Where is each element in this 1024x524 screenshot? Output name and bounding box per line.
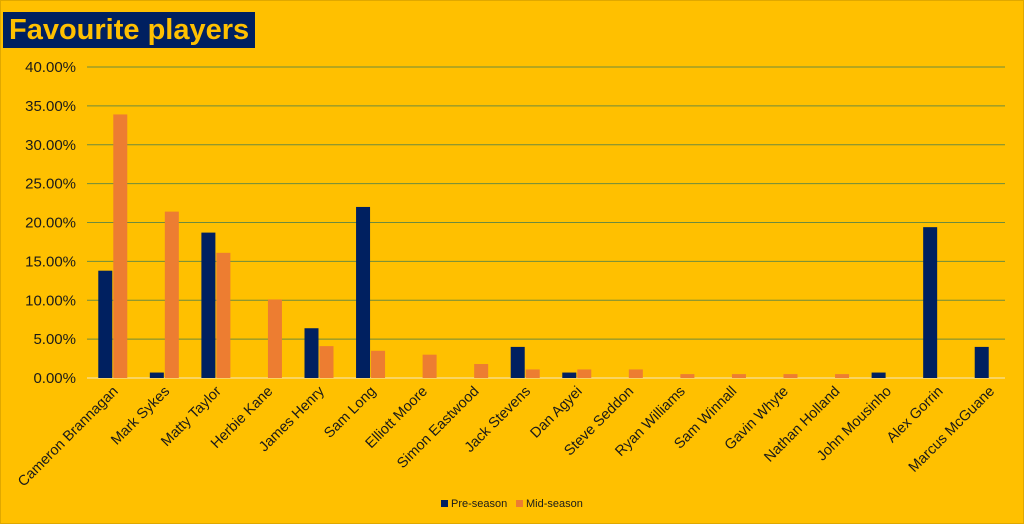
bar-mid-season [164,211,179,378]
bar-mid-season [371,350,386,378]
bar-mid-season [525,369,540,378]
bar-pre-season [149,372,164,378]
legend-swatch-pre-season [441,500,448,507]
bar-mid-season [783,374,798,378]
bar-pre-season [201,232,216,378]
bar-mid-season [835,374,850,378]
bar-mid-season [628,369,643,378]
bar-pre-season [356,206,371,378]
bar-mid-season [731,374,746,378]
bar-pre-season [562,372,577,378]
legend-label: Pre-season [451,498,507,510]
y-tick-label: 40.00% [25,59,76,76]
y-tick-label: 30.00% [25,137,76,154]
y-tick-label: 0.00% [33,370,76,387]
bar-pre-season [98,270,113,378]
chart-title: Favourite players [3,12,256,48]
legend-label: Mid-season [526,498,583,510]
bar-pre-season [923,227,938,378]
y-tick-label: 25.00% [25,176,76,193]
bar-mid-season [216,252,231,378]
x-category-label: Marcus McGuane [906,384,998,476]
bar-pre-season [974,346,989,378]
bar-pre-season [510,346,525,378]
bar-mid-season [422,354,437,378]
bar-mid-season [680,374,695,378]
bar-mid-season [474,364,489,378]
y-tick-label: 20.00% [25,215,76,232]
bar-pre-season [304,328,319,378]
x-category-label: Cameron Brannagan [15,384,122,491]
bar-mid-season [267,299,282,378]
bar-mid-season [113,114,128,379]
bar-pre-season [871,372,886,378]
bar-mid-season [319,346,334,378]
legend-swatch-mid-season [516,500,523,507]
y-tick-label: 35.00% [25,98,76,115]
y-tick-label: 15.00% [25,253,76,270]
bar-mid-season [577,369,592,378]
y-tick-label: 5.00% [33,331,76,348]
y-tick-label: 10.00% [25,292,76,309]
